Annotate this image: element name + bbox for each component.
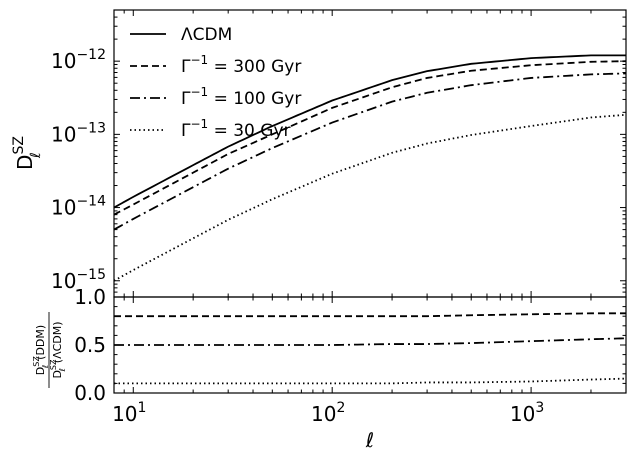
top-y-tick-label: 10−13 [51, 120, 106, 146]
bottom-y-tick-label: 0.5 [74, 333, 106, 357]
top-y-axis-label: DSZℓ [11, 136, 44, 170]
bottom-series-lines [114, 312, 627, 385]
bottom-y-tick-labels: 0.0 0.5 1.0 [74, 285, 106, 405]
x-tick-base: 10 [510, 402, 535, 426]
legend-label-rest: = 100 Gyr [208, 89, 301, 109]
x-tick-label: 101 [112, 400, 146, 426]
legend-label-rest: = 300 Gyr [208, 57, 301, 77]
top-y-tick-exp: −13 [76, 120, 106, 136]
legend-label-base: Γ [181, 89, 191, 109]
top-y-tick-base: 10 [51, 269, 76, 293]
top-y-tick-base: 10 [51, 122, 76, 146]
x-tick-base: 10 [311, 402, 336, 426]
x-tick-exp: 2 [336, 400, 345, 416]
legend-label-base: Γ [181, 57, 191, 77]
top-y-tick-label: 10−15 [51, 267, 106, 293]
bottom-y-tick-label: 1.0 [74, 285, 106, 309]
legend-label-4: Γ−1 = 30 Gyr [181, 117, 291, 141]
x-tick-labels: 101 102 103 [112, 400, 544, 426]
top-series-line-4 [113, 113, 627, 282]
legend-label-2: Γ−1 = 300 Gyr [181, 53, 301, 77]
legend-label-base: Γ [181, 121, 191, 141]
ratio-den-sub: ℓ [58, 368, 67, 372]
x-tick-label: 102 [311, 400, 345, 426]
ratio-num-arg: (DDM) [34, 325, 47, 360]
top-series-lines [113, 54, 627, 282]
top-series-line-3 [113, 72, 627, 231]
x-axis-label: ℓ [365, 428, 374, 452]
bottom-panel: 0.00.51.0 101 102 103 DSZℓ(DDM) DSZℓ(ΛCDM)… [32, 285, 627, 452]
ratio-num-sub: ℓ [41, 365, 50, 369]
bottom-series-line-3 [114, 377, 627, 385]
x-tick-exp: 1 [138, 400, 147, 416]
top-y-label-base: D [13, 155, 37, 170]
top-y-tick-exp: −12 [76, 47, 106, 63]
top-y-tick-base: 10 [51, 196, 76, 220]
ratio-denominator: DSZℓ (ΛCDM) [49, 321, 67, 378]
top-y-tick-label: 10−14 [51, 194, 106, 220]
top-y-tick-label: 10−12 [51, 47, 106, 73]
bottom-y-axis-label: DSZℓ(DDM) DSZℓ(ΛCDM) [32, 312, 67, 388]
bottom-axes-frame [113, 296, 627, 394]
x-tick-base: 10 [112, 402, 137, 426]
ratio-num-base: D [34, 367, 47, 375]
legend-label-exp: −1 [190, 117, 208, 131]
x-tick-label: 103 [510, 400, 544, 426]
bottom-series-line-2 [114, 337, 627, 346]
bottom-series-line-1 [114, 312, 626, 318]
legend-label-1: ΛCDM [181, 25, 232, 45]
top-y-label-sup: SZ [11, 136, 27, 154]
top-series-line-1 [113, 54, 626, 209]
top-y-tick-exp: −14 [76, 194, 106, 210]
bottom-y-tick-label: 0.0 [74, 381, 106, 405]
legend-label-3: Γ−1 = 100 Gyr [181, 85, 301, 109]
ratio-den-arg: (ΛCDM) [51, 321, 64, 363]
top-series-line-2 [113, 60, 627, 216]
x-tick-exp: 3 [535, 400, 544, 416]
legend-label-rest: = 30 Gyr [208, 121, 290, 141]
top-y-label-sub: ℓ [28, 152, 44, 159]
ratio-numerator: DSZℓ (DDM) [32, 325, 50, 375]
legend-label-exp: −1 [190, 53, 208, 67]
ratio-den-sup: SZ [49, 359, 58, 370]
top-y-tick-exp: −15 [76, 267, 106, 283]
ratio-num-sup: SZ [32, 356, 41, 367]
legend-label-exp: −1 [190, 85, 208, 99]
top-y-tick-base: 10 [51, 49, 76, 73]
ratio-den-base: D [51, 370, 64, 378]
